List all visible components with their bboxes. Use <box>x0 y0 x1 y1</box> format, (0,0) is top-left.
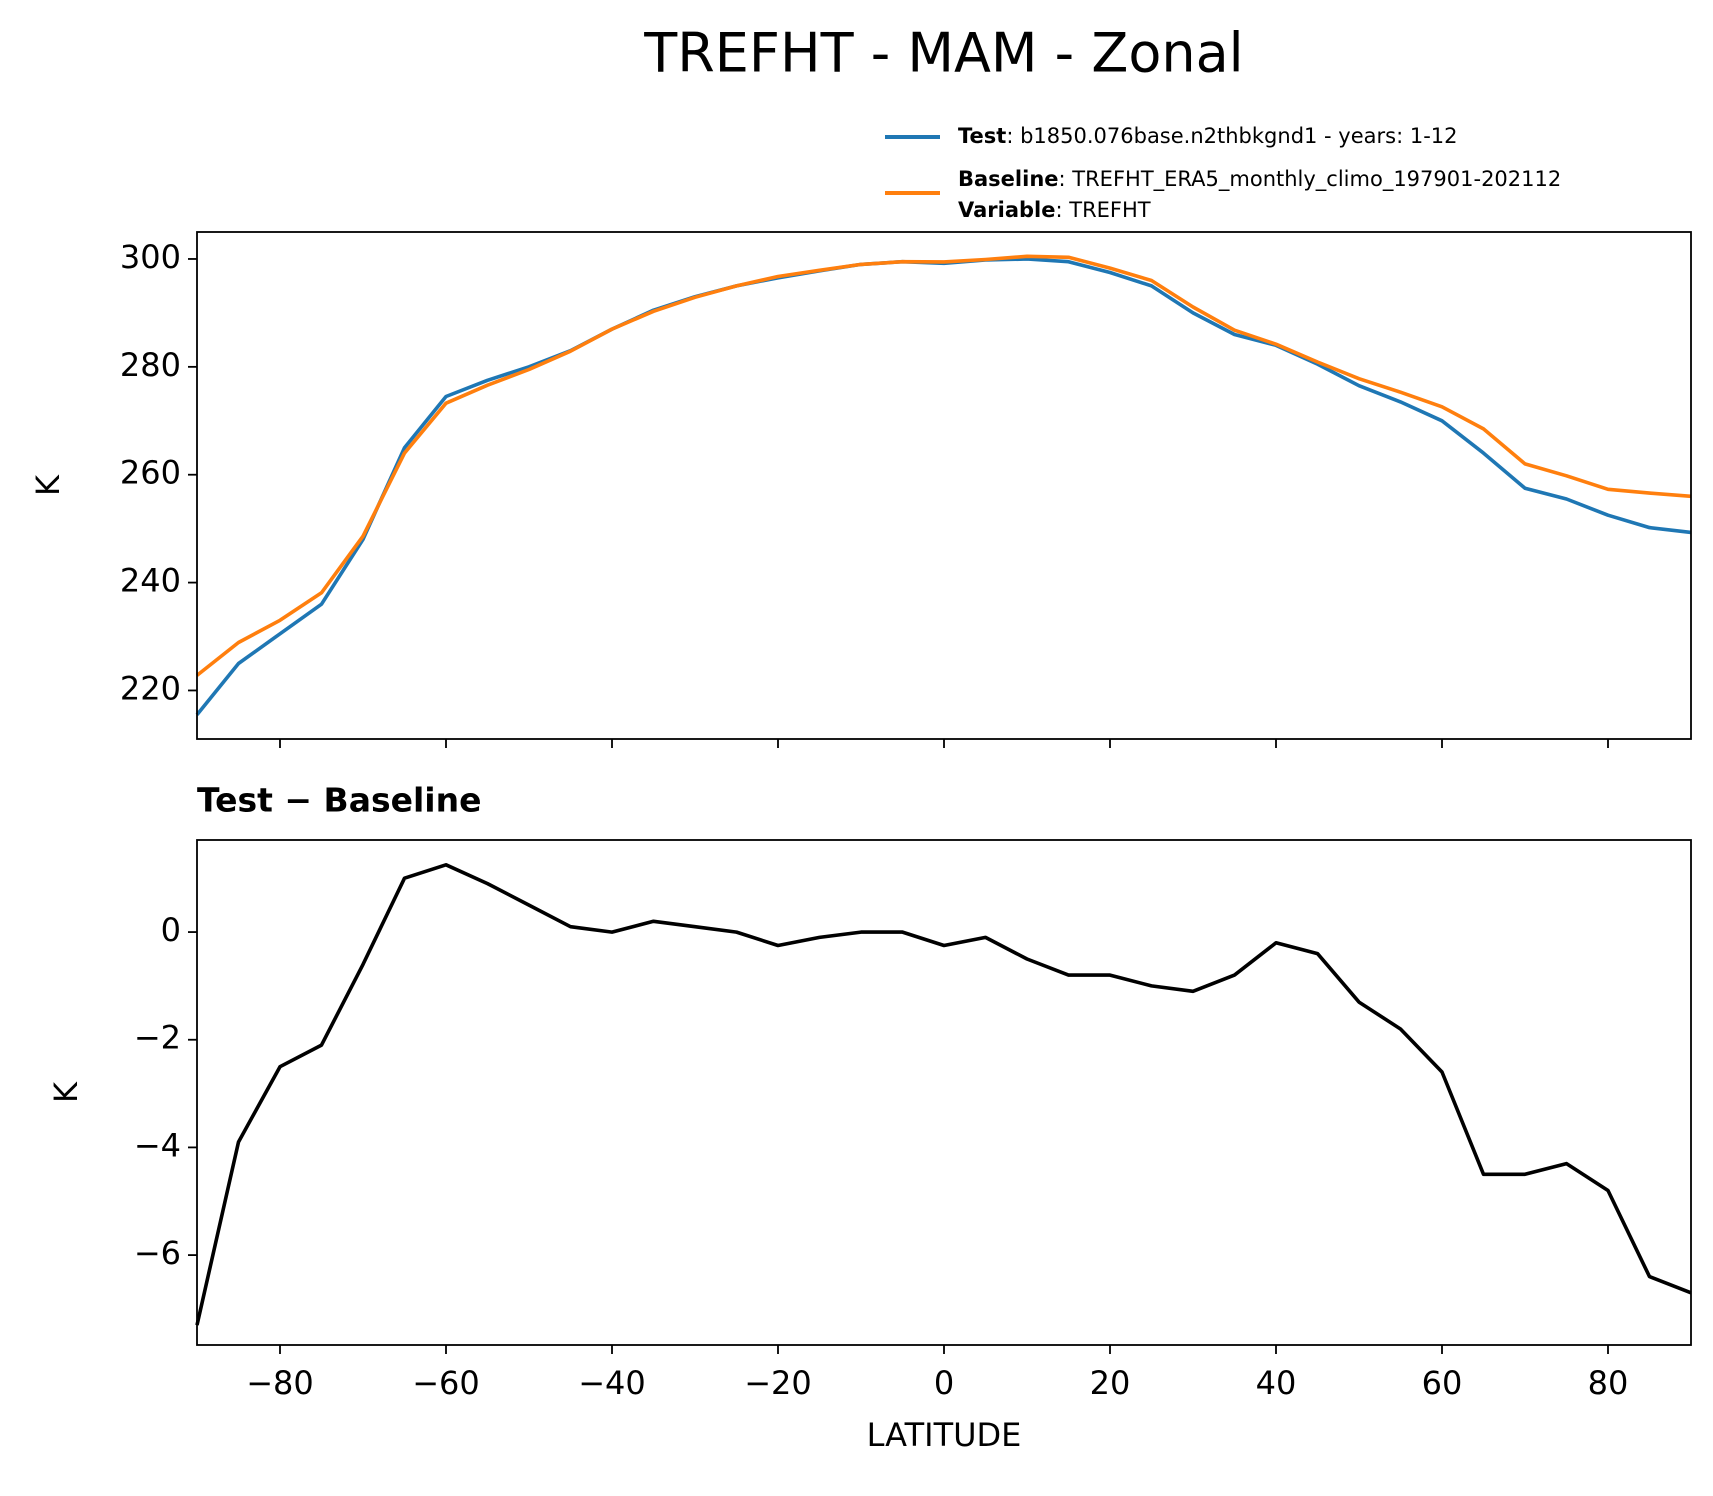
y-axis-label: K <box>47 1081 85 1103</box>
x-tick-label: −20 <box>744 1364 812 1402</box>
data-line <box>195 863 1692 1326</box>
x-tick-label: 80 <box>1588 1364 1629 1402</box>
x-tick-label: 20 <box>1090 1364 1131 1402</box>
legend-text: : TREFHT <box>1055 198 1150 222</box>
y-tick-label: 220 <box>120 669 181 707</box>
y-tick-label: −2 <box>134 1019 181 1057</box>
legend-name: Variable <box>958 198 1055 222</box>
axes-frame <box>196 839 1692 1346</box>
y-tick-label: −4 <box>134 1126 181 1164</box>
legend-name: Baseline <box>958 167 1059 191</box>
x-tick-label: 40 <box>1256 1364 1297 1402</box>
y-tick-label: −6 <box>134 1234 181 1272</box>
x-tick-label: −60 <box>412 1364 480 1402</box>
subplot-title: Test − Baseline <box>197 781 482 820</box>
y-tick-label: 240 <box>120 562 181 600</box>
y-axis-label: K <box>29 474 67 496</box>
data-line <box>195 257 1692 716</box>
legend-entry: Baseline: TREFHT_ERA5_monthly_climo_1979… <box>958 167 1561 192</box>
legend-entry: Variable: TREFHT <box>958 198 1151 222</box>
data-line <box>195 254 1692 677</box>
axes-frame <box>196 231 1692 740</box>
legend-text: : TREFHT_ERA5_monthly_climo_197901-20211… <box>1059 167 1562 192</box>
y-tick-label: 0 <box>161 911 181 949</box>
x-tick-label: 60 <box>1422 1364 1463 1402</box>
x-tick-label: −80 <box>246 1364 314 1402</box>
x-tick-label: −40 <box>578 1364 646 1402</box>
legend-entry: Test: b1850.076base.n2thbkgnd1 - years: … <box>958 124 1458 148</box>
x-tick-label: 0 <box>934 1364 954 1402</box>
y-tick-label: 300 <box>120 238 181 276</box>
legend-name: Test <box>958 124 1006 148</box>
y-tick-label: 280 <box>120 346 181 384</box>
legend-text: : b1850.076base.n2thbkgnd1 - years: 1-12 <box>1006 124 1457 148</box>
x-axis-label: LATITUDE <box>867 1416 1022 1454</box>
figure-title: TREFHT - MAM - Zonal <box>643 22 1243 85</box>
y-tick-label: 260 <box>120 454 181 492</box>
